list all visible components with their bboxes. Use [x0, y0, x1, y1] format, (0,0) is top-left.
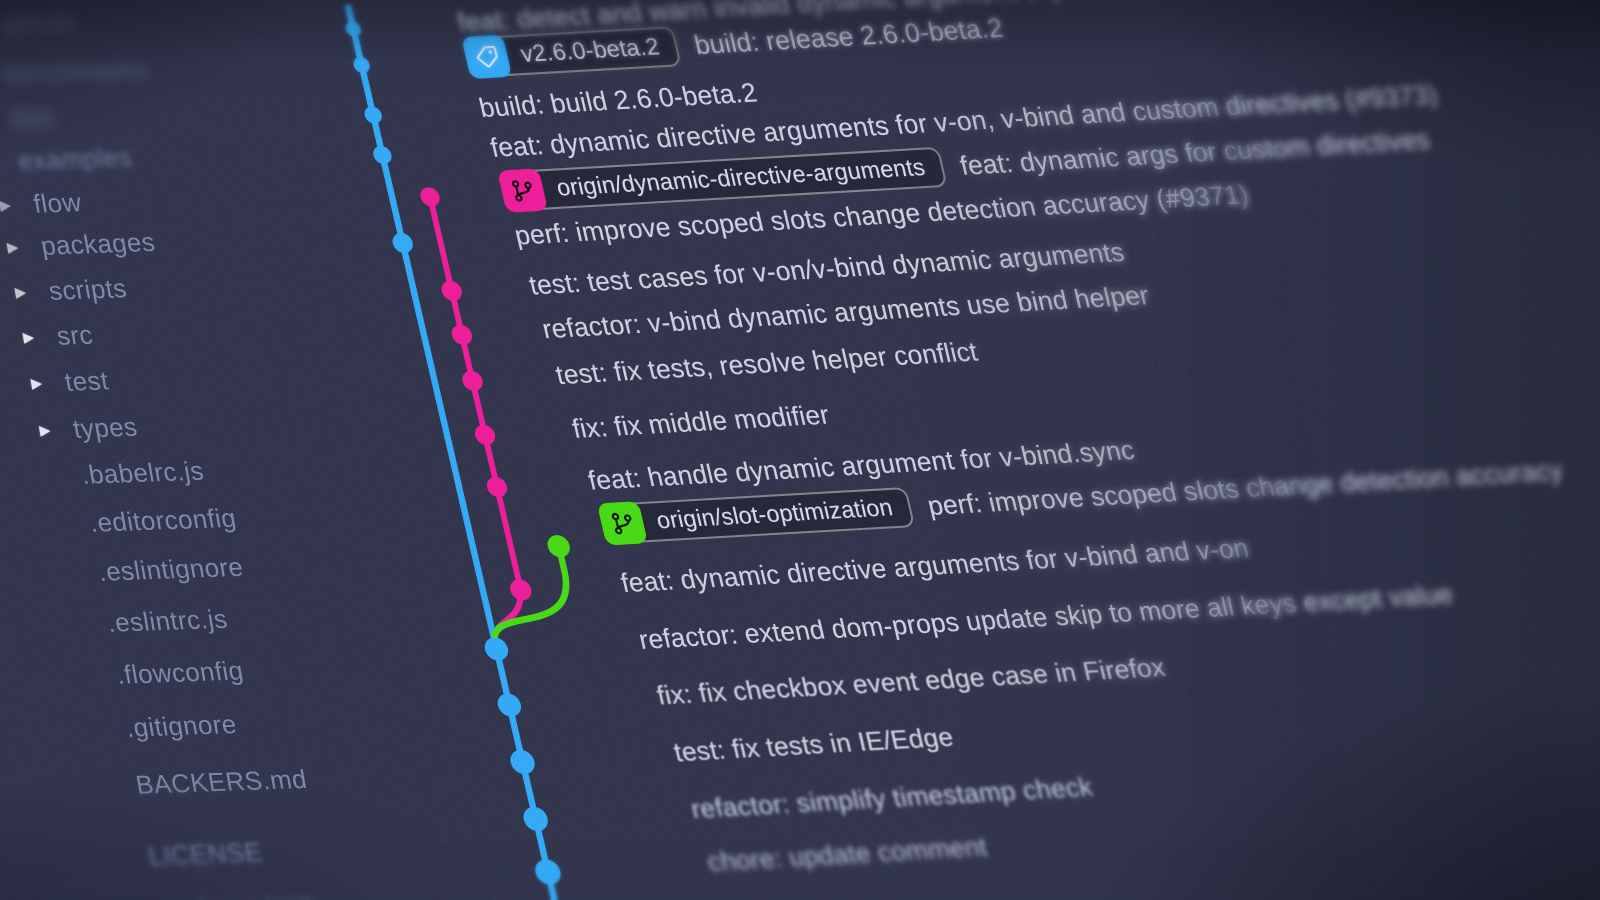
- sidebar-item-label: .editorconfig: [87, 502, 239, 538]
- sidebar-item[interactable]: benchmarks: [0, 52, 150, 92]
- sidebar-item-flowconfig[interactable]: .flowconfig: [80, 653, 246, 693]
- sidebar-item[interactable]: .github: [0, 4, 77, 42]
- commit-message: fix: fix middle modifier: [569, 398, 833, 444]
- sidebar-item-label: dist: [7, 101, 55, 133]
- sidebar-item-label: types: [70, 411, 140, 444]
- chevron-right-icon: ▶: [0, 196, 13, 213]
- sidebar-item-label: src: [54, 319, 96, 351]
- sidebar-item-editorconfig[interactable]: .editorconfig: [53, 501, 239, 541]
- sidebar-item-test[interactable]: ▶ test: [28, 363, 111, 400]
- sidebar-item-scripts[interactable]: ▶ scripts: [12, 271, 129, 309]
- sidebar-item-packages[interactable]: ▶ packages: [4, 225, 158, 264]
- sidebar-item-label: .flowconfig: [113, 654, 246, 690]
- sidebar-item-label: .gitignore: [123, 708, 239, 743]
- sidebar-item-label: packages: [38, 226, 158, 261]
- sidebar-item-flow[interactable]: ▶ flow: [0, 185, 84, 222]
- chevron-right-icon: ▶: [37, 421, 52, 438]
- sidebar-item-label: .eslintignore: [95, 551, 246, 587]
- sidebar-item-gitignore[interactable]: .gitignore: [89, 707, 239, 746]
- sidebar-item-label: test: [62, 364, 111, 397]
- chevron-right-icon: ▶: [21, 328, 36, 345]
- sidebar-item-license[interactable]: LICENSE: [112, 835, 265, 874]
- sidebar-item-packagejson[interactable]: package.json: [121, 887, 318, 900]
- sidebar-item-label: flow: [30, 186, 84, 219]
- sidebar-item-label: scripts: [46, 272, 129, 306]
- sidebar-item-backers[interactable]: BACKERS.md: [99, 762, 309, 803]
- sidebar-item-label: examples: [15, 141, 135, 176]
- sidebar-item-eslintrc[interactable]: .eslintrc.js: [71, 602, 230, 641]
- chevron-right-icon: ▶: [5, 238, 20, 255]
- sidebar-item-label: BACKERS.md: [133, 763, 310, 800]
- chevron-right-icon: ▶: [13, 283, 28, 300]
- chevron-right-icon: ▶: [29, 374, 44, 391]
- sidebar-item-label: benchmarks: [0, 53, 150, 89]
- sidebar-item[interactable]: dist: [0, 100, 55, 136]
- sidebar-item-label: .github: [0, 5, 77, 39]
- sidebar-item-babelrc[interactable]: .babelrc.js: [45, 454, 207, 493]
- sidebar-item-label: .eslintrc.js: [104, 603, 230, 638]
- sidebar-item-label: .babelrc.js: [78, 455, 207, 490]
- sidebar-item-types[interactable]: ▶ types: [36, 410, 140, 447]
- tag-label-text: v2.6.0-beta.2: [518, 33, 663, 67]
- sidebar-item-src[interactable]: ▶ src: [20, 318, 95, 354]
- commit-graph-panel: feat: detect and warn invalid dynamic ar…: [330, 0, 1600, 900]
- sidebar-item-examples[interactable]: examples: [0, 140, 135, 179]
- sidebar-item-label: LICENSE: [145, 836, 265, 871]
- sidebar-item-label: package.json: [155, 889, 318, 900]
- sidebar-item-eslintignore[interactable]: .eslintignore: [62, 550, 246, 590]
